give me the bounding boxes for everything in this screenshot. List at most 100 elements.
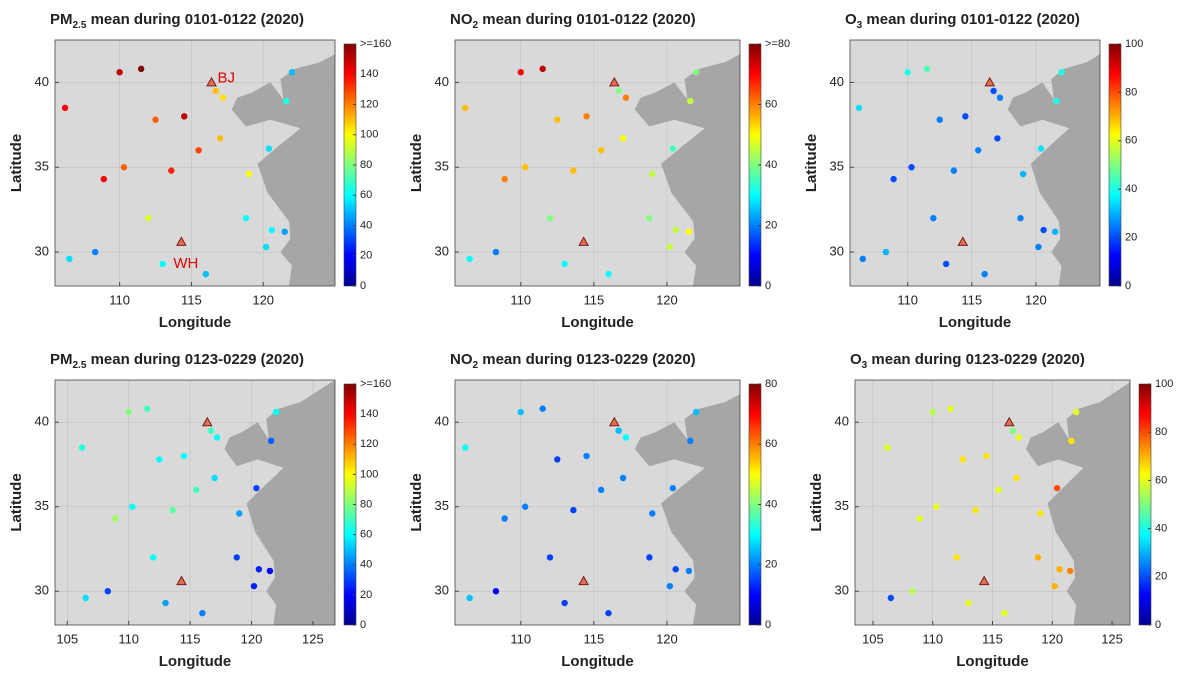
station-point: [561, 599, 568, 607]
title-species: O: [845, 11, 857, 28]
station-point: [159, 260, 166, 268]
site-marker: [206, 76, 217, 87]
title-species: O: [850, 351, 862, 368]
station-point: [1001, 609, 1008, 617]
station-point: [78, 444, 86, 451]
station-point: [111, 515, 119, 522]
station-point: [250, 582, 258, 590]
station-point: [1034, 554, 1042, 561]
colorbar-tick-label: 20: [360, 250, 372, 262]
panel-title: O3 mean during 0101-0122 (2020): [845, 11, 1080, 31]
title-rest: mean during 0101-0122 (2020): [478, 11, 696, 28]
site-marker: [984, 76, 996, 87]
title-subscript: 3: [862, 360, 868, 371]
station-point: [265, 145, 273, 152]
station-point: [1072, 408, 1080, 416]
panel-title: PM2.5 mean during 0123-0229 (2020): [50, 351, 304, 371]
station-point: [646, 214, 653, 222]
colorbar-tick-label: 20: [765, 219, 777, 231]
sea: [224, 380, 335, 625]
station-point: [597, 486, 605, 494]
colorbar-tick-label: 20: [360, 589, 372, 601]
x-tick-label: 110: [922, 631, 943, 646]
station-point: [1009, 427, 1017, 434]
station-point: [288, 69, 296, 76]
colorbar-tick-label: 40: [765, 159, 777, 171]
station-point: [930, 214, 937, 222]
colorbar-tick-label: >=160: [360, 378, 391, 390]
plot-frame: [54, 39, 336, 287]
station-point: [517, 408, 524, 416]
title-subscript: 3: [857, 20, 863, 31]
station-point: [605, 270, 612, 278]
station-point: [216, 135, 224, 142]
y-tick-label: 35: [35, 159, 49, 174]
station-point: [143, 405, 151, 412]
x-tick-label: 115: [982, 631, 1003, 646]
station-point: [268, 226, 276, 234]
station-point: [213, 434, 221, 441]
station-point: [546, 214, 554, 222]
station-point: [168, 167, 175, 174]
station-point: [195, 147, 202, 154]
y-tick-label: 35: [435, 159, 449, 174]
x-axis-label: Longitude: [561, 314, 633, 331]
site-marker: [176, 575, 187, 586]
station-point: [150, 554, 157, 561]
station-point: [169, 506, 177, 514]
station-point: [1051, 228, 1059, 235]
x-tick-label: 120: [656, 631, 678, 646]
station-point: [180, 452, 188, 460]
station-point: [1037, 145, 1045, 152]
plot-frame: [849, 39, 1101, 287]
station-point: [462, 104, 469, 112]
station-point: [1040, 226, 1047, 234]
title-subscript: 2.5: [73, 360, 87, 371]
y-tick-label: 35: [830, 159, 844, 174]
station-point: [605, 609, 612, 617]
station-point: [570, 167, 577, 174]
station-point: [492, 588, 500, 595]
site-label: WH: [173, 255, 198, 272]
site-marker: [978, 575, 990, 586]
station-point: [1058, 69, 1065, 76]
station-point: [233, 554, 240, 561]
station-point: [129, 503, 136, 510]
x-tick-label: 120: [241, 631, 263, 646]
station-point: [521, 164, 529, 171]
station-point: [936, 116, 943, 123]
y-tick-label: 40: [35, 74, 49, 89]
station-point: [947, 405, 954, 412]
station-point: [692, 69, 700, 76]
station-point: [125, 408, 132, 416]
y-tick-label: 30: [435, 583, 449, 598]
title-subscript: 2: [473, 20, 479, 31]
title-rest: mean during 0123-0229 (2020): [478, 351, 696, 368]
colorbar-tick-label: 40: [1155, 523, 1167, 535]
plot-frame: [54, 379, 336, 626]
station-point: [622, 94, 630, 101]
station-point: [219, 94, 227, 101]
colorbar-tick-label: 140: [360, 68, 378, 80]
station-point: [1053, 97, 1060, 105]
station-point: [207, 427, 215, 434]
station-point: [546, 554, 554, 561]
station-point: [672, 226, 679, 234]
station-point: [615, 427, 622, 434]
x-tick-label: 105: [56, 631, 78, 646]
x-tick-label: 120: [656, 292, 678, 307]
station-point: [1053, 484, 1061, 492]
title-rest: mean during 0123-0229 (2020): [86, 351, 304, 368]
y-axis-label: Latitude: [808, 473, 825, 531]
station-point: [692, 408, 700, 416]
colorbar-tick-label: 100: [1155, 378, 1173, 390]
site-marker: [957, 236, 969, 246]
station-point: [962, 113, 969, 120]
plot-frame: [454, 379, 741, 626]
station-point: [1051, 582, 1058, 590]
y-axis-label: Latitude: [8, 134, 25, 192]
station-point: [501, 175, 508, 183]
station-point: [1013, 474, 1020, 482]
station-point: [61, 104, 69, 112]
